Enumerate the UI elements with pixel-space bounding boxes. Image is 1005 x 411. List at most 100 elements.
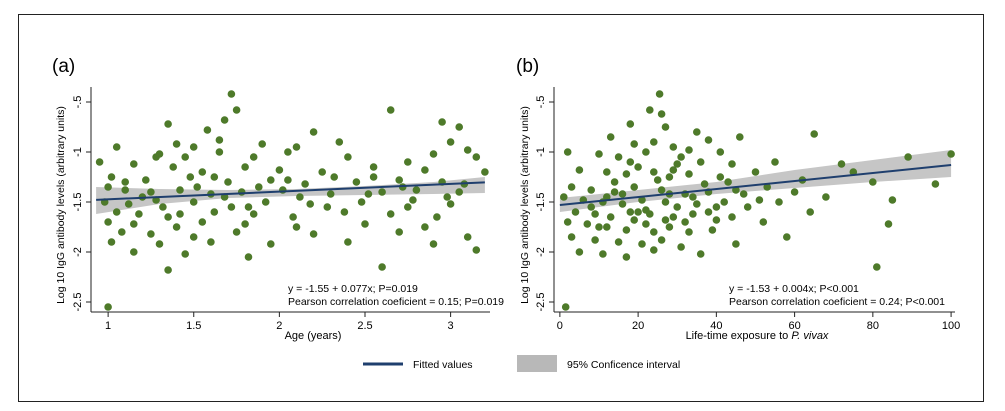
panel-b-data-point xyxy=(822,193,830,201)
panel-b-data-point xyxy=(873,263,881,271)
panel-b-data-point xyxy=(571,208,580,216)
panel-a-data-point xyxy=(463,233,472,241)
panel-a-data-point xyxy=(267,240,275,248)
panel-b-data-point xyxy=(626,120,635,128)
panel-a-data-point xyxy=(203,126,212,134)
panel-b-data-point xyxy=(567,183,576,191)
panel-a-data-point xyxy=(155,240,164,248)
panel-a-data-point xyxy=(241,163,249,171)
panel-b-data-point xyxy=(583,220,592,228)
panel-b-data-point xyxy=(626,208,635,216)
panel-a-data-point xyxy=(258,140,267,148)
panel-a-data-point xyxy=(189,198,198,206)
panel-a-data-point xyxy=(198,218,207,226)
panel-a-data-point xyxy=(301,180,309,188)
panel-a-data-point xyxy=(172,223,181,231)
panel-b-data-point xyxy=(693,200,701,208)
panel-a-data-point xyxy=(443,193,452,201)
panel-b-y-tick-label: -2 xyxy=(535,247,547,257)
panel-b-data-point xyxy=(739,190,748,198)
panel-b-data-point xyxy=(599,250,607,258)
panel-a-data-point xyxy=(421,166,429,174)
panel-b-ylabel: Log 10 IgG antibody levels (arbitrary un… xyxy=(519,106,531,304)
panel-b-data-point xyxy=(677,153,685,161)
panel-a-data-point xyxy=(446,200,455,208)
panel-a-data-point xyxy=(232,106,241,114)
panel-b-x-tick-label: 80 xyxy=(867,320,879,332)
panel-a-data-point xyxy=(472,153,481,161)
panel-b-y-tick-label: -1 xyxy=(535,147,547,157)
panel-b-data-point xyxy=(806,208,814,216)
legend-ci-label: 95% Conficence interval xyxy=(567,359,680,371)
panel-a-data-point xyxy=(395,228,404,236)
panel-a-annotation-equation: y = -1.55 + 0.077x; P=0.019 xyxy=(288,283,418,295)
panel-a-data-point xyxy=(186,173,195,181)
panel-b-data-point xyxy=(673,160,681,168)
panel-a-data-point xyxy=(386,106,395,114)
panel-b-data-point xyxy=(837,160,846,168)
panel-a-data-point xyxy=(181,153,189,161)
panel-b-data-point xyxy=(630,140,638,148)
panel-a-data-point xyxy=(318,168,327,176)
panel-b-data-point xyxy=(567,233,576,241)
panel-b-data-point xyxy=(626,158,635,166)
panel-b-data-point xyxy=(716,148,725,156)
panel-b-data-point xyxy=(759,218,768,226)
panel-b-data-point xyxy=(689,210,697,218)
panel-b-annotation-equation: y = -1.53 + 0.004x; P<0.001 xyxy=(729,283,859,295)
panel-a-data-point xyxy=(181,250,189,258)
panel-b-data-point xyxy=(665,223,674,231)
panel-b-data-point xyxy=(700,180,709,188)
panel-a-data-point xyxy=(292,143,301,151)
panel-b-data-point xyxy=(732,240,740,248)
panel-b-data-point xyxy=(563,218,572,226)
panel-b-data-point xyxy=(810,130,818,138)
panel-b-data-point xyxy=(638,240,646,248)
panel-a-data-point xyxy=(244,203,253,211)
panel-a-data-point xyxy=(326,190,335,198)
panel-b-data-point xyxy=(716,173,725,181)
panel-a-data-point xyxy=(463,146,472,154)
panel-b-data-point xyxy=(587,186,595,194)
panel-b-data-point xyxy=(563,148,572,156)
panel-a-x-tick-label: 1 xyxy=(105,320,111,332)
panel-b-data-point xyxy=(606,133,615,141)
panel-b-data-point xyxy=(771,158,779,166)
panel-a-data-point xyxy=(284,176,292,184)
panel-a-data-point xyxy=(421,223,429,231)
panel-a-data-point xyxy=(438,118,446,126)
panel-b-data-point xyxy=(661,216,670,224)
panel-a-x-tick-label: 1.5 xyxy=(186,320,201,332)
panel-a-data-point xyxy=(357,198,366,206)
panel-a-y-tick-label: -1.5 xyxy=(72,193,84,212)
panel-a-data-point xyxy=(189,233,198,241)
panel-b-data-point xyxy=(622,170,631,178)
panel-b-data-point xyxy=(712,203,721,211)
panel-a-data-point xyxy=(409,196,417,204)
panel-a-data-point xyxy=(176,186,184,194)
panel-a-y-tick-label: -2.5 xyxy=(72,293,84,312)
panel-b-data-point xyxy=(642,220,650,228)
panel-a-annotation-correlation: Pearson correlation coeficient = 0.15; P… xyxy=(288,296,504,308)
panel-a-data-point xyxy=(254,183,263,191)
panel-b-y-tick-label: -.5 xyxy=(535,96,547,109)
panel-b-data-point xyxy=(720,198,728,206)
panel-b-data-point xyxy=(665,173,674,181)
panel-a-data-point xyxy=(378,188,386,196)
panel-a-data-point xyxy=(121,186,129,194)
panel-b-data-point xyxy=(728,213,736,221)
panel-b-data-point xyxy=(669,213,678,221)
panel-b-plot: 0 20 40 60 80 100 -2.5 -2 -1.5 -1 -.5 xyxy=(535,87,960,332)
panel-a-data-point xyxy=(306,200,315,208)
panel-b-data-point xyxy=(653,176,662,184)
panel-a-data-point xyxy=(289,213,297,221)
panel-b-x-tick-label: 60 xyxy=(788,320,800,332)
panel-b-data-point xyxy=(575,248,584,256)
panel-b-data-point xyxy=(622,226,631,234)
panel-a-data-point xyxy=(386,210,395,218)
panel-b-data-point xyxy=(763,183,771,191)
panel-a-data-point xyxy=(344,153,352,161)
panel-a-data-point xyxy=(446,138,455,146)
panel-b-data-point xyxy=(704,208,713,216)
panel-a-data-point xyxy=(395,176,404,184)
